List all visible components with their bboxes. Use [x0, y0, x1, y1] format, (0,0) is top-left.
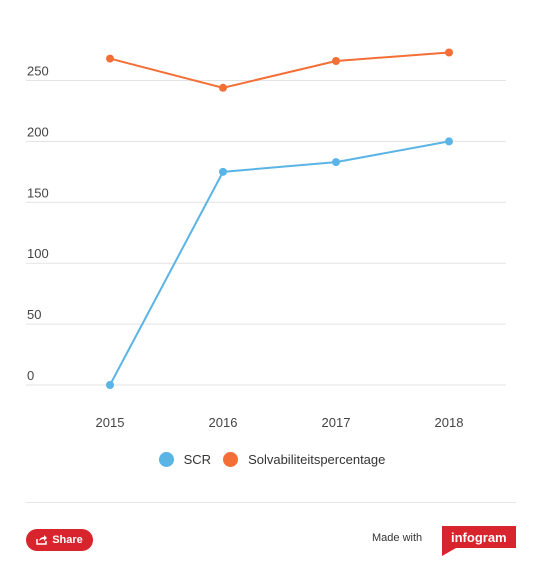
- legend: SCR Solvabiliteitspercentage: [0, 452, 544, 467]
- data-point[interactable]: [445, 137, 453, 146]
- x-tick-label: 2018: [435, 415, 464, 430]
- data-point[interactable]: [332, 57, 340, 66]
- x-tick-label: 2015: [96, 415, 125, 430]
- legend-item-solvabiliteit[interactable]: Solvabiliteitspercentage: [223, 452, 385, 467]
- y-tick-label: 0: [27, 368, 34, 383]
- gridlines: [26, 80, 506, 386]
- legend-label-scr: SCR: [183, 452, 212, 467]
- data-point[interactable]: [219, 83, 227, 92]
- data-point[interactable]: [332, 158, 340, 167]
- x-axis-ticks: 2015 2016 2017 2018: [96, 415, 464, 430]
- y-tick-label: 50: [27, 307, 41, 322]
- infogram-logo[interactable]: infogram: [430, 526, 516, 556]
- data-point[interactable]: [106, 381, 114, 389]
- infogram-brand-text: infogram: [451, 530, 507, 545]
- share-label: Share: [52, 534, 83, 546]
- y-tick-label: 150: [27, 185, 49, 200]
- footer-divider: [26, 502, 516, 503]
- infogram-flag-icon: [442, 526, 516, 556]
- series-group: [106, 48, 453, 389]
- x-tick-label: 2017: [322, 415, 351, 430]
- series-line-1: [109, 51, 450, 89]
- y-tick-label: 100: [27, 246, 49, 261]
- y-tick-label: 250: [27, 64, 49, 79]
- data-point[interactable]: [219, 167, 227, 176]
- line-chart: 0 50 100 150 200 250 2015 2016 2017 2018: [26, 48, 506, 430]
- share-button[interactable]: Share: [26, 529, 93, 551]
- data-point[interactable]: [106, 54, 114, 63]
- x-tick-label: 2016: [209, 415, 238, 430]
- y-tick-label: 200: [27, 124, 49, 139]
- data-point[interactable]: [445, 48, 453, 57]
- y-axis-ticks: 0 50 100 150 200 250: [27, 64, 49, 384]
- legend-label-solvabiliteit: Solvabiliteitspercentage: [248, 452, 386, 467]
- share-icon: [36, 535, 48, 545]
- legend-marker-scr: [158, 452, 174, 467]
- legend-item-scr[interactable]: SCR: [158, 452, 212, 467]
- series-line-0: [109, 140, 450, 386]
- made-with-text: Made with: [372, 532, 423, 544]
- legend-marker-solvabiliteit: [223, 452, 239, 467]
